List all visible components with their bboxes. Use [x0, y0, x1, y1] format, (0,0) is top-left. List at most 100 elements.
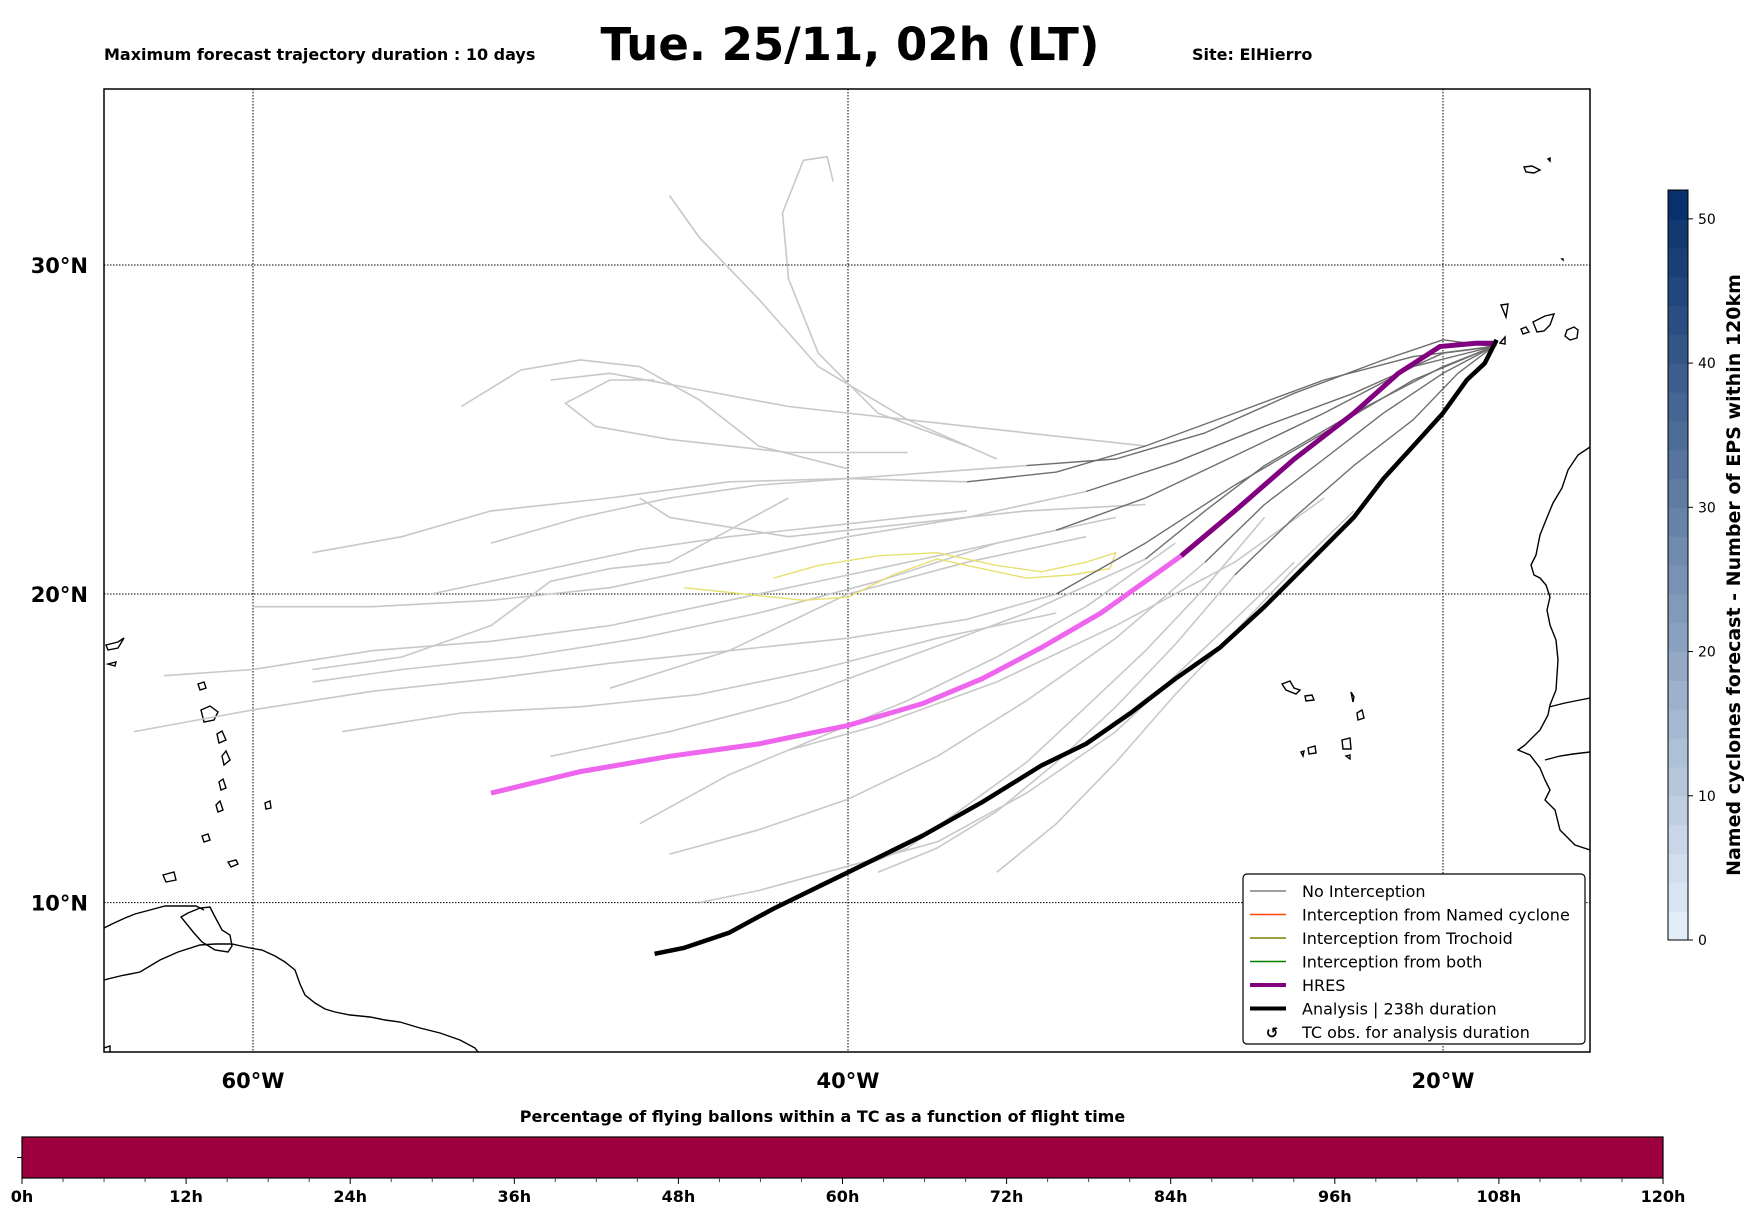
legend-label: TC obs. for analysis duration: [1301, 1023, 1530, 1042]
axis-labels: 60°W 40°W 20°W 30°N 20°N 10°N: [31, 254, 1475, 1093]
coast-cape-verde-4: [1356, 708, 1365, 721]
colorbar-step: [1668, 276, 1688, 306]
coast-tobago: [226, 859, 239, 868]
colorbar-step: [1668, 190, 1688, 220]
colorbar-step: [1668, 824, 1688, 855]
legend-item: ↺ TC obs. for analysis duration: [1266, 1023, 1530, 1042]
coast-corner-bit: [104, 1045, 111, 1052]
tc-percentage-bar: Percentage of flying ballons within a TC…: [11, 1107, 1686, 1206]
legend-label: Interception from Trochoid: [1302, 929, 1513, 948]
coast-cape-verde-3: [1350, 691, 1355, 703]
colorbar-tick-label: 30: [1698, 500, 1716, 516]
coast-cape-verde-8: [1300, 749, 1305, 759]
colorbar-step: [1668, 622, 1688, 653]
coast-virgin-islands: [105, 637, 125, 651]
colorbar-step: [1668, 247, 1688, 278]
coast-gambia: [1544, 751, 1590, 761]
coast-south-america: [104, 943, 479, 1052]
analysis-track: [654, 338, 1499, 957]
coast-el-hierro: [1498, 335, 1506, 345]
coast-la-gomera: [1520, 326, 1531, 335]
colorbar-tick-label: 50: [1698, 212, 1716, 228]
coast-west-africa: [1516, 446, 1590, 851]
colorbar-tick-label: 20: [1698, 645, 1716, 661]
ensemble-track-far: [564, 379, 908, 454]
colorbar-step: [1668, 882, 1688, 912]
ensemble-track-near: [1234, 345, 1495, 576]
lon-tick-label: 20°W: [1412, 1069, 1475, 1093]
colorbar-frame: [1667, 189, 1689, 941]
ensemble-track-far: [817, 516, 1266, 886]
bar-tick-label: 84h: [1154, 1187, 1188, 1206]
coast-cape-verde-5: [1307, 745, 1317, 755]
legend-item: HRES: [1250, 976, 1345, 995]
colorbar: 0 10 20 30 40 50 Named cyclones forecast - Num…: [1667, 189, 1745, 949]
ensemble-track-far: [431, 510, 968, 595]
hres-track-early: [1179, 340, 1497, 558]
bar-tick-label: 108h: [1477, 1187, 1522, 1206]
ensemble-track-far: [639, 497, 1146, 538]
bar-tick-label: 12h: [169, 1187, 203, 1206]
colorbar-step: [1668, 478, 1688, 508]
coast-tenerife: [1532, 313, 1556, 333]
map-frame: [103, 88, 1591, 1053]
lat-tick-label: 30°N: [31, 254, 88, 278]
ensemble-track-far: [460, 359, 849, 470]
coast-dominica: [216, 729, 227, 744]
legend: No Interception Interception from Named c…: [1242, 873, 1586, 1045]
bar-title: Percentage of flying ballons within a TC…: [520, 1107, 1126, 1126]
coast-antigua: [197, 681, 207, 691]
ensemble-track-far: [550, 372, 1146, 447]
colorbar-tick-label: 0: [1698, 933, 1707, 949]
colorbar-step: [1668, 449, 1688, 480]
bar-tick-label: 120h: [1641, 1187, 1686, 1206]
ensemble-track-far: [639, 542, 1176, 825]
bar-tick-label: 36h: [497, 1187, 531, 1206]
bar-tick-label: 48h: [662, 1187, 696, 1206]
ensemble-track-far: [996, 510, 1355, 873]
coast-la-palma: [1500, 303, 1509, 320]
lat-tick-label: 10°N: [31, 892, 88, 916]
bar-tick-label: 24h: [333, 1187, 367, 1206]
coast-margarita: [162, 871, 177, 883]
ensemble-track-far: [781, 155, 968, 447]
lon-tick-label: 40°W: [817, 1069, 880, 1093]
title-text: Tue. 25/11, 02h (LT): [600, 18, 1100, 71]
coastlines: [104, 156, 1590, 1052]
bar-tick-label: 0h: [11, 1187, 34, 1206]
lon-tick-label: 60°W: [222, 1069, 285, 1093]
legend-item: Interception from Named cyclone: [1250, 906, 1570, 925]
ensemble-track-far: [699, 561, 1295, 904]
ensemble-track-far: [253, 490, 1087, 608]
legend-label: Interception from both: [1302, 953, 1482, 972]
tc-obs-icon: ↺: [1266, 1024, 1279, 1042]
ensemble-track-near: [1204, 345, 1494, 563]
legend-item: Interception from Trochoid: [1250, 929, 1513, 948]
coast-madeira: [1523, 165, 1542, 174]
coast-selvagens: [1560, 258, 1564, 262]
bar-tick-label: 72h: [990, 1187, 1024, 1206]
colorbar-step: [1668, 507, 1688, 537]
colorbar-step: [1668, 363, 1688, 393]
colorbar-step: [1668, 305, 1688, 335]
figure-title: Tue. 25/11, 02h (LT): [0, 18, 1700, 71]
lat-tick-label: 20°N: [31, 583, 88, 607]
coast-barbados: [264, 800, 272, 810]
colorbar-step: [1668, 391, 1688, 422]
ensemble-track-far: [312, 497, 789, 671]
coast-senegal-river: [1548, 697, 1590, 708]
coast-venezuela: [104, 905, 205, 929]
ensemble-track-far: [668, 195, 998, 460]
ensemble-track-near: [1145, 345, 1494, 560]
ensemble-track-near: [1026, 339, 1494, 467]
colorbar-step: [1668, 911, 1688, 941]
colorbar-step: [1668, 709, 1688, 739]
map-panel: 60°W 40°W 20°W 30°N 20°N 10°N No Interception…: [31, 88, 1591, 1093]
coast-st-lucia: [218, 777, 227, 791]
coast-grenada: [201, 833, 211, 843]
legend-item: No Interception: [1250, 882, 1426, 901]
coast-gran-canaria: [1564, 326, 1579, 341]
tc-percentage-fill: [21, 1136, 1664, 1179]
ensemble-track-far: [877, 574, 1236, 874]
